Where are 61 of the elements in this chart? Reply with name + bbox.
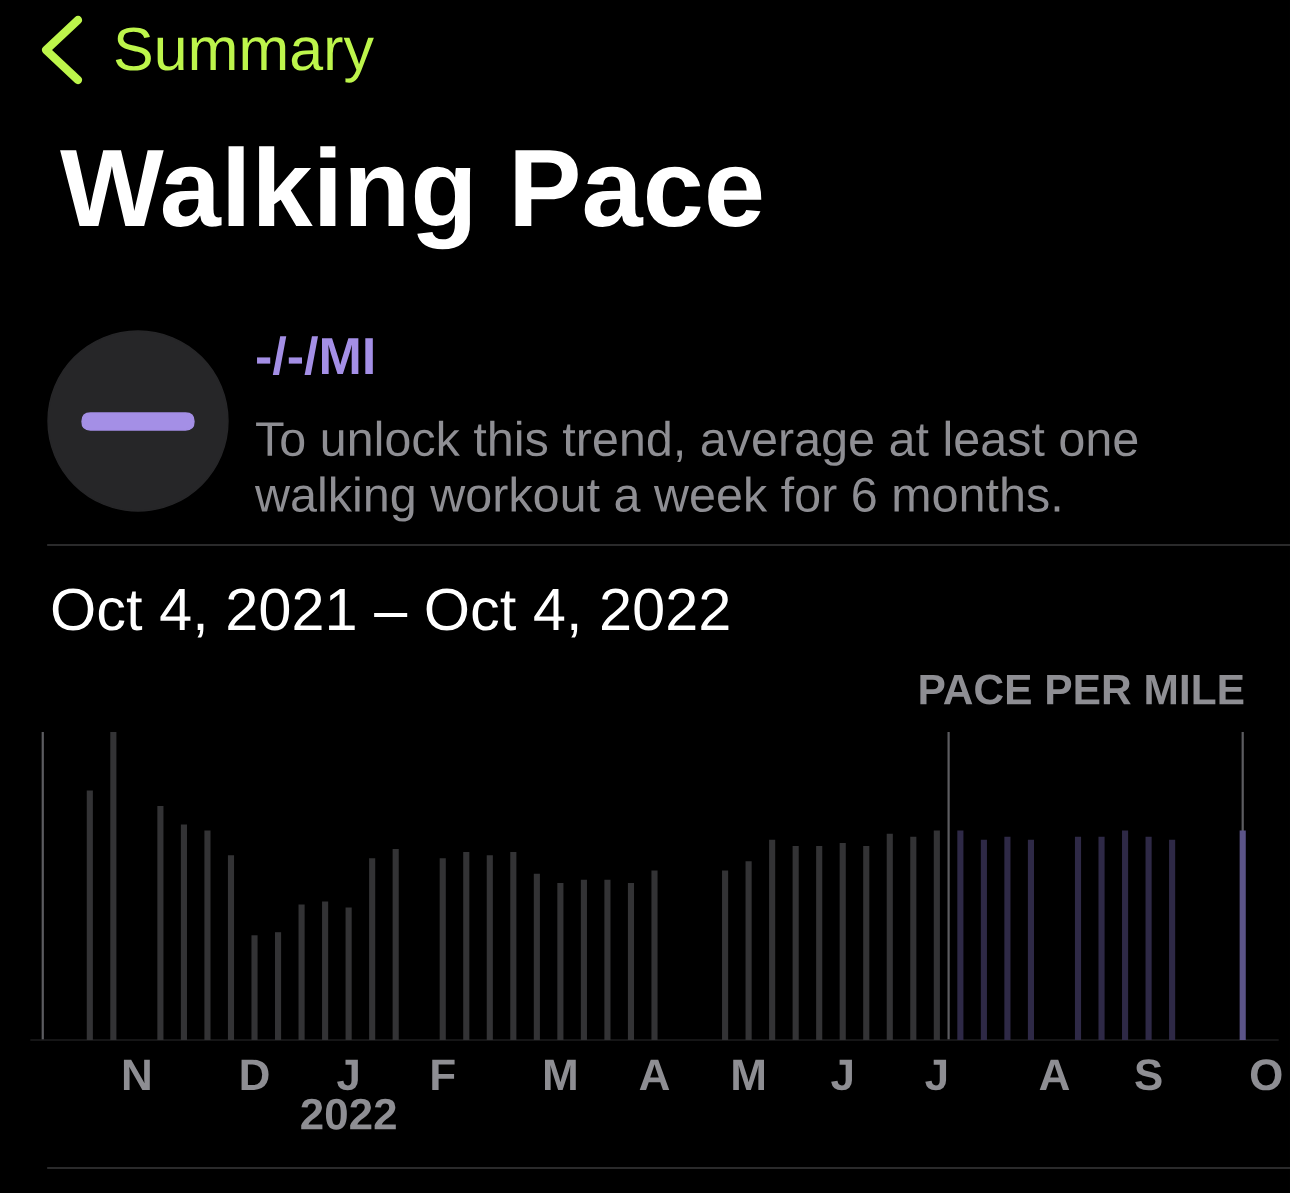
bar bbox=[86, 790, 93, 1040]
bar bbox=[180, 824, 187, 1040]
bar bbox=[204, 830, 211, 1040]
bar bbox=[651, 870, 658, 1040]
bar bbox=[298, 904, 305, 1040]
x-tick-label: M bbox=[545, 1059, 576, 1090]
bar bbox=[957, 830, 964, 1040]
x-tick-label: J bbox=[925, 1059, 947, 1091]
chart-subtitle: Oct 4, 2021 – Oct 4, 2022 bbox=[52, 588, 729, 638]
bar bbox=[769, 839, 776, 1040]
bar bbox=[1122, 830, 1129, 1040]
x-tick-label: J bbox=[831, 1059, 852, 1091]
bar bbox=[345, 907, 352, 1040]
bar bbox=[722, 870, 729, 1040]
bar bbox=[322, 901, 329, 1040]
y-axis-title: PACE PER MILE bbox=[920, 674, 1244, 705]
bar bbox=[227, 855, 235, 1040]
text: Summary bbox=[115, 27, 374, 83]
text: -/-/MI bbox=[257, 336, 373, 376]
text: To unlock this trend, average at least one walking workout a week for 6 months. bbox=[254, 420, 1138, 522]
bar bbox=[792, 845, 799, 1040]
bar bbox=[369, 858, 376, 1040]
bar bbox=[745, 861, 752, 1040]
bar bbox=[886, 833, 893, 1040]
bar bbox=[463, 852, 470, 1040]
x-tick-label: N bbox=[123, 1059, 150, 1090]
bar bbox=[1027, 839, 1035, 1040]
bar bbox=[933, 830, 940, 1040]
x-tick-label: A bbox=[1039, 1059, 1070, 1090]
bar bbox=[1145, 836, 1152, 1040]
bar bbox=[839, 842, 846, 1040]
bar bbox=[1169, 839, 1176, 1040]
bar bbox=[510, 852, 517, 1040]
x-tick-label: S bbox=[1135, 1059, 1162, 1091]
bar bbox=[110, 732, 117, 1040]
bar bbox=[980, 839, 987, 1040]
bar bbox=[627, 882, 635, 1040]
x-tick-label: F bbox=[432, 1059, 455, 1090]
bar bbox=[274, 932, 282, 1040]
chart-title: Walking Pace bbox=[60, 146, 762, 250]
bar bbox=[580, 879, 587, 1040]
bar bbox=[816, 845, 823, 1040]
x-tick-label: J 2022 bbox=[301, 1059, 396, 1130]
bar bbox=[863, 845, 870, 1040]
bar bbox=[533, 873, 540, 1040]
x-tick-label: D bbox=[241, 1059, 269, 1090]
bar bbox=[486, 855, 493, 1040]
bar bbox=[1098, 836, 1105, 1040]
bar bbox=[1074, 836, 1082, 1040]
bar bbox=[251, 935, 258, 1040]
bar bbox=[910, 836, 917, 1040]
bar bbox=[1239, 830, 1246, 1040]
bar bbox=[604, 879, 611, 1040]
bar bbox=[557, 882, 564, 1040]
bar bbox=[439, 858, 446, 1040]
x-tick-label: A bbox=[639, 1059, 670, 1090]
x-tick-label: O bbox=[1250, 1059, 1282, 1091]
x-tick-label: M bbox=[733, 1059, 764, 1090]
bar bbox=[392, 849, 399, 1040]
bar bbox=[157, 805, 164, 1040]
bar bbox=[1004, 836, 1011, 1040]
